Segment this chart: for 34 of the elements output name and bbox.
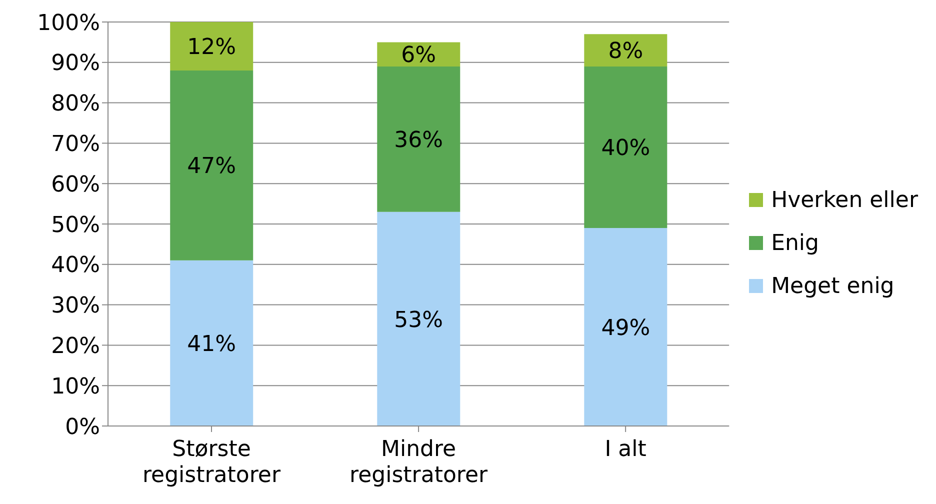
bar (170, 70, 254, 260)
y-tick-label: 20% (51, 334, 100, 360)
y-tick-label: 0% (65, 414, 100, 440)
data-label: 8% (608, 39, 644, 64)
bar (377, 212, 460, 426)
bar (584, 34, 668, 66)
data-label: 47% (187, 154, 236, 180)
data-label: 36% (394, 128, 444, 153)
data-label: 41% (187, 332, 236, 357)
y-tick-label: 10% (51, 374, 100, 400)
legend-label: Enig (771, 230, 819, 256)
y-tick-label: 50% (51, 212, 100, 238)
y-tick-label: 70% (51, 132, 100, 158)
x-tick-label: I alt (604, 437, 647, 462)
bar (170, 22, 254, 70)
x-tick-label: Mindre registratorer (350, 437, 488, 488)
data-label: 53% (394, 308, 444, 333)
bar (377, 66, 460, 212)
legend-label: Meget enig (771, 274, 894, 298)
y-tick-label: 80% (51, 92, 100, 117)
data-label: 40% (601, 136, 650, 162)
bar (584, 228, 668, 426)
data-label: 6% (401, 43, 436, 68)
y-tick-label: 100% (37, 10, 100, 36)
legend-label: Hverken eller (771, 188, 918, 212)
data-label: 49% (601, 316, 650, 341)
y-tick-label: 60% (51, 172, 100, 198)
data-label: 12% (187, 35, 236, 60)
y-tick-label: 40% (51, 253, 100, 278)
bar (584, 66, 668, 228)
bar (170, 260, 254, 426)
y-tick-label: 90% (51, 51, 100, 76)
x-tick-label: Største registratorer (142, 437, 282, 488)
y-tick-label: 30% (51, 294, 100, 319)
